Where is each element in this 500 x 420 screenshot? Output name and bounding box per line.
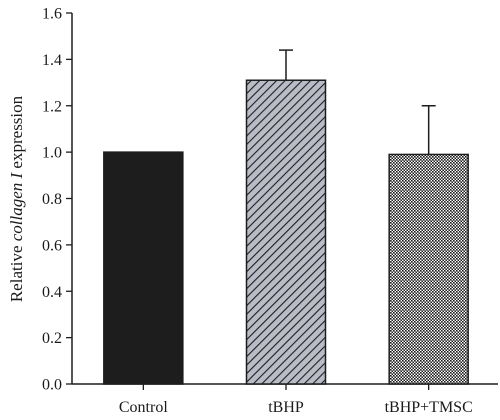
- y-tick-label: 0.8: [42, 191, 62, 208]
- x-tick-label: tBHP: [268, 399, 304, 416]
- y-tick-label: 1.2: [42, 98, 62, 115]
- y-tick-label: 0.2: [42, 330, 62, 347]
- y-tick-label: 0.0: [42, 377, 62, 394]
- bar-tbhp: [245, 79, 327, 385]
- y-tick-label: 0.4: [42, 284, 62, 301]
- y-tick-label: 1.6: [42, 6, 62, 23]
- y-tick-label: 1.0: [42, 145, 62, 162]
- x-tick-label: tBHP+TMSC: [385, 399, 473, 416]
- plot-area: 0.0 0.2 0.4 0.6 0.8 1.0 1.2 1.4 1.6 Control tBHP tB…: [42, 6, 498, 416]
- y-tick-label: 1.4: [42, 52, 62, 69]
- bar-tbhp-tmsc: [388, 153, 469, 385]
- bar-control: [103, 151, 184, 385]
- x-tick-label: Control: [119, 399, 168, 416]
- y-axis-title: Relative collagen I expression: [7, 95, 26, 302]
- y-tick-label: 0.6: [42, 237, 62, 254]
